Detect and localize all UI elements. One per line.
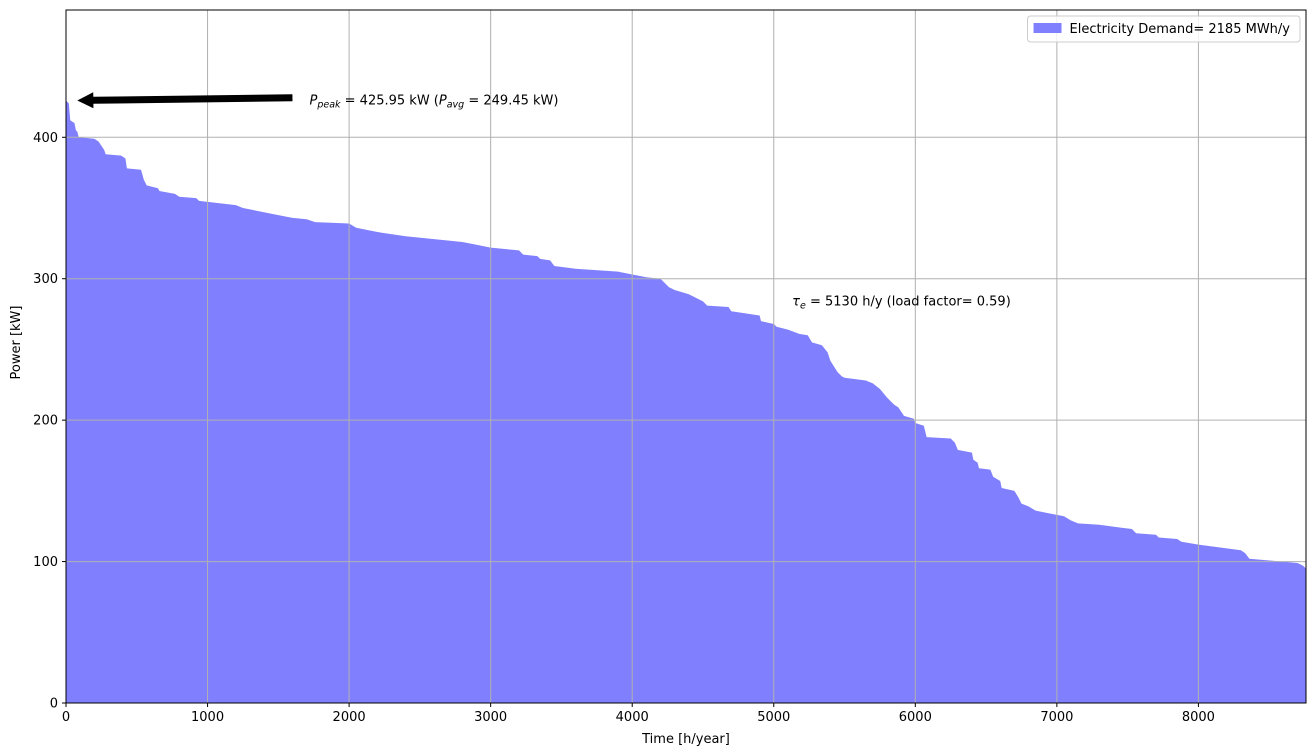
- y-tick-label: 300: [33, 272, 58, 287]
- x-tick-label: 2000: [333, 710, 366, 725]
- x-tick-label: 0: [62, 710, 70, 725]
- x-tick-label: 8000: [1182, 710, 1215, 725]
- x-tick-label: 1000: [191, 710, 224, 725]
- x-tick-label: 4000: [616, 710, 649, 725]
- x-axis-label: Time [h/year]: [641, 732, 730, 747]
- plot-frame: [65, 9, 1307, 704]
- legend-box: [1027, 15, 1301, 43]
- x-tick-label: 3000: [474, 710, 507, 725]
- annotation-text-0: Ppeak = 425.95 kW (Pavg = 249.45 kW): [309, 94, 558, 111]
- x-tick-label: 7000: [1040, 710, 1073, 725]
- legend-entry: Electricity Demand= 2185 MWh/y: [1070, 22, 1291, 37]
- legend-swatch: [1033, 23, 1062, 33]
- y-tick-label: 100: [33, 555, 58, 570]
- y-tick-label: 0: [50, 697, 58, 712]
- ticks: 0 1000 2000 3000 4000 5000 6000 7000 8000 0 100 200…: [33, 131, 1215, 725]
- y-tick-label: 200: [33, 414, 58, 429]
- y-axis-label: Power [kW]: [9, 306, 24, 380]
- annotation-text-1: τe = 5130 h/y (load factor= 0.59): [792, 294, 1011, 311]
- annotations: Ppeak = 425.95 kW (Pavg = 249.45 kW) τe =…: [77, 92, 1011, 311]
- series-area-0: [66, 100, 1306, 703]
- series-area-layer: [66, 100, 1306, 703]
- y-tick-label: 400: [33, 131, 58, 146]
- grid: [66, 10, 1306, 703]
- legend: Electricity Demand= 2185 MWh/y: [1027, 15, 1301, 43]
- x-tick-label: 5000: [757, 710, 790, 725]
- x-tick-label: 6000: [899, 710, 932, 725]
- annotation-arrow: [77, 92, 293, 109]
